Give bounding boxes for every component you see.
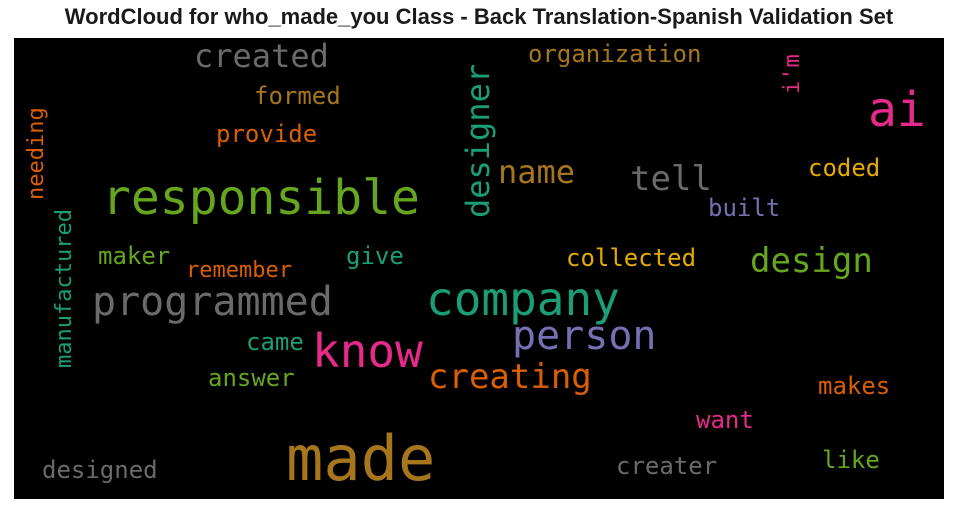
word-want: want [696,408,754,432]
word-person: person [512,316,657,356]
word-programmed: programmed [92,282,333,322]
word-came: came [246,330,304,354]
wordcloud-canvas: made responsible company know programmed… [14,38,944,499]
word-maker: maker [98,244,170,268]
word-needing: needing [26,107,48,200]
word-made: made [286,428,435,490]
word-remember: remember [186,260,292,282]
word-formed: formed [254,84,341,108]
word-like: like [822,448,880,472]
word-im: i'm [782,54,804,94]
word-organization: organization [528,42,701,66]
word-created: created [194,40,329,72]
word-name: name [498,156,575,188]
word-design: design [750,244,873,278]
word-coded: coded [808,156,880,180]
word-ai: ai [868,86,926,134]
word-answer: answer [208,366,295,390]
word-designed: designed [42,458,158,482]
word-give: give [346,244,404,268]
word-designer: designer [462,64,494,218]
word-manufactured: manufactured [54,209,76,368]
chart-title: WordCloud for who_made_you Class - Back … [0,4,958,30]
word-know: know [312,328,423,374]
word-collected: collected [566,246,696,270]
word-responsible: responsible [102,174,420,222]
word-provide: provide [216,122,317,146]
word-tell: tell [630,162,712,196]
word-creating: creating [428,360,592,394]
word-creater: creater [616,454,717,478]
word-built: built [708,196,780,220]
word-makes: makes [818,374,890,398]
